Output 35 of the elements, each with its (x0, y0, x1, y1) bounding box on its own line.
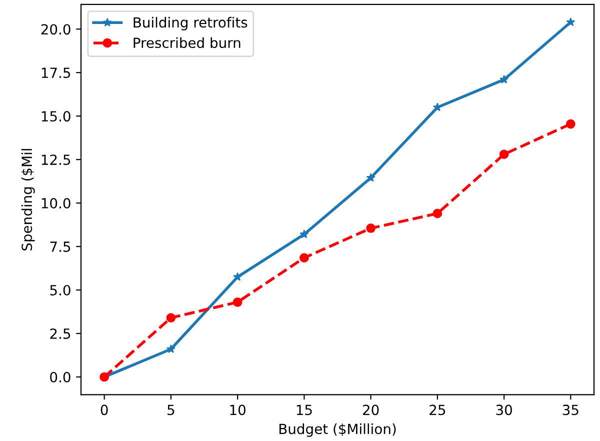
legend-label: Prescribed burn (134, 37, 240, 48)
x-tick-label: 10 (230, 404, 246, 416)
y-tick-label: 0.0 (50, 372, 70, 382)
y-axis-title: Spending ($Mil (21, 149, 35, 250)
y-tick-label: 2.5 (50, 328, 70, 339)
x-tick-label: 30 (496, 404, 512, 416)
point (366, 224, 376, 233)
point (500, 74, 509, 84)
y-tick-label: 10.0 (42, 198, 70, 209)
x-tick-label: 35 (562, 404, 578, 416)
point (232, 297, 242, 307)
point (566, 17, 576, 26)
point (499, 150, 509, 160)
y-tick-label: 20.0 (41, 24, 70, 35)
x-tick-label: 0 (100, 404, 108, 416)
x-tick-label: 20 (362, 404, 379, 416)
x-tick-label: 15 (296, 404, 312, 416)
point (166, 344, 176, 354)
point (233, 272, 242, 281)
y-tick-label: 7.5 (50, 242, 70, 252)
point (366, 173, 376, 182)
y-tick-label: 17.5 (42, 68, 70, 78)
y-tick-label: 5.0 (50, 284, 70, 296)
x-tick-label: 25 (430, 404, 446, 416)
point (432, 208, 442, 218)
y-tick-label: 15.0 (42, 111, 70, 122)
legend-label: Building retrofits (134, 16, 248, 30)
point (432, 102, 442, 112)
x-axis-title: Budget ($Million) (279, 423, 396, 437)
point (166, 313, 176, 323)
x-tick-label: 5 (168, 404, 174, 416)
y-tick-label: 12.5 (42, 154, 70, 166)
point (566, 119, 576, 129)
point (300, 230, 309, 238)
point (300, 253, 309, 263)
